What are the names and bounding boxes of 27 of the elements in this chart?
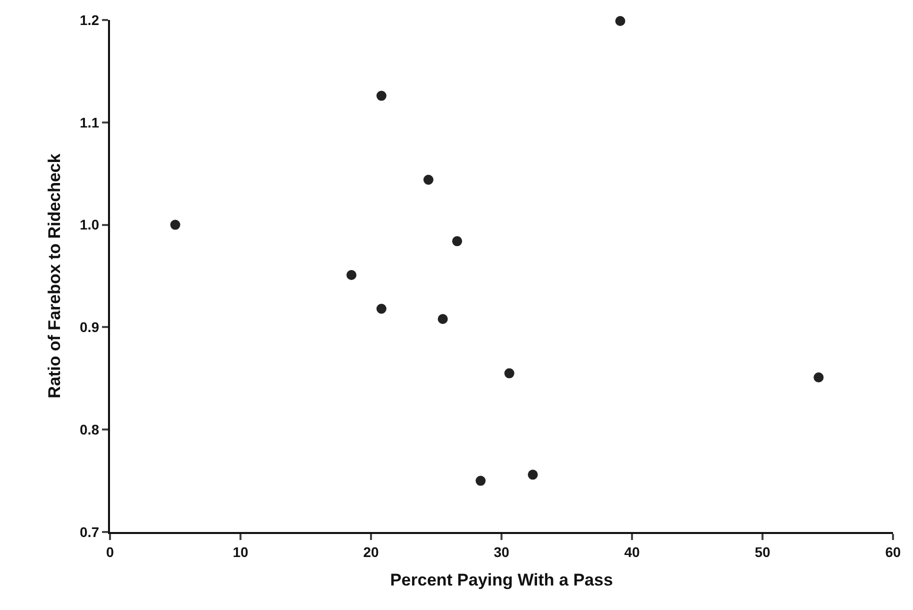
x-tick-label: 0: [106, 544, 114, 560]
y-tick-label: 0.7: [80, 524, 100, 540]
x-tick-label: 60: [885, 544, 901, 560]
x-tick-label: 40: [624, 544, 640, 560]
y-tick-label: 1.2: [80, 12, 100, 28]
point: [376, 90, 386, 101]
y-tick-label: 1.0: [80, 216, 100, 233]
y-tick-label: 1.1: [80, 114, 100, 130]
x-tick-label: 20: [363, 544, 379, 560]
point: [438, 314, 448, 324]
point: [504, 368, 514, 378]
point: [615, 16, 626, 26]
point: [476, 476, 486, 486]
x-tick-label: 30: [494, 544, 510, 560]
point: [528, 470, 538, 480]
point: [346, 270, 356, 280]
x-tick-label: 10: [232, 544, 248, 560]
y-tick-label: 0.8: [80, 422, 100, 438]
point: [814, 372, 824, 382]
point: [376, 304, 386, 314]
point: [423, 174, 434, 185]
x-axis-title: Percent Paying With a Pass: [390, 570, 613, 590]
point: [170, 220, 180, 230]
x-tick-label: 50: [754, 544, 770, 560]
y-tick-label: 0.9: [80, 319, 100, 336]
y-axis-title: Ratio of Farebox to Ridecheck: [44, 153, 64, 398]
point: [452, 236, 462, 246]
